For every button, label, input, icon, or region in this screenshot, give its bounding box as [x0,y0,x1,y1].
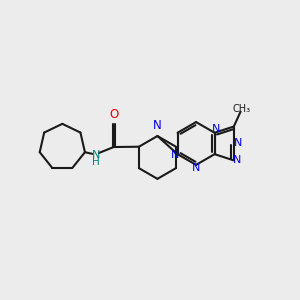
Text: H: H [92,157,100,167]
Text: N: N [192,164,200,173]
Text: CH₃: CH₃ [232,104,250,115]
Text: N: N [171,150,179,160]
Text: N: N [212,124,220,134]
Text: N: N [153,119,162,133]
Text: N: N [234,139,242,148]
Text: N: N [232,155,241,165]
Text: N: N [92,150,100,160]
Text: O: O [109,108,119,121]
